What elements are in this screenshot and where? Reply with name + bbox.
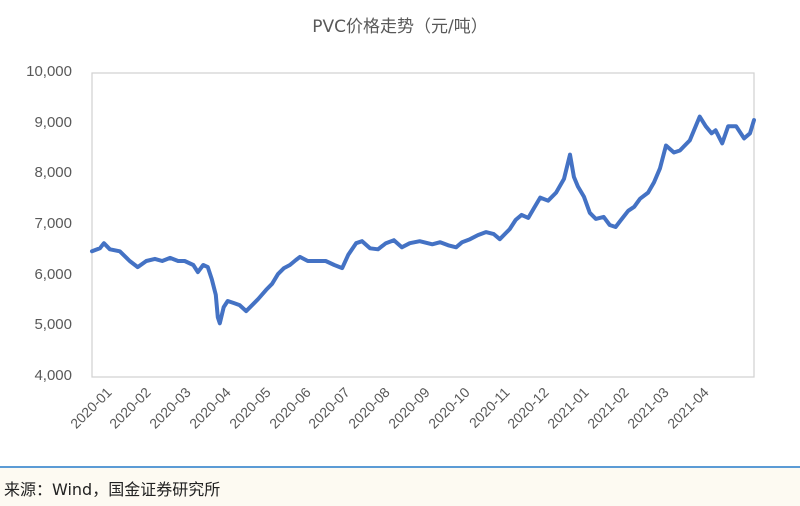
y-tick-label: 7,000 <box>34 215 72 232</box>
y-tick-label: 5,000 <box>34 316 72 334</box>
y-tick-label: 10,000 <box>26 63 72 80</box>
y-tick-label: 8,000 <box>34 164 72 182</box>
y-tick-label: 4,000 <box>34 367 72 384</box>
y-tick-label: 6,000 <box>34 265 72 283</box>
y-tick-label: 9,000 <box>34 113 72 131</box>
pvc-price-line <box>90 114 756 326</box>
source-note: 来源：Wind，国金证券研究所 <box>4 480 221 499</box>
chart-title: PVC价格走势（元/吨） <box>312 17 488 37</box>
plot-frame <box>91 72 755 378</box>
footer-divider <box>0 466 800 468</box>
plot-svg <box>90 72 756 378</box>
chart-area: PVC价格走势（元/吨） 10,000 9,000 8,000 7,000 6,000 5… <box>0 0 800 466</box>
